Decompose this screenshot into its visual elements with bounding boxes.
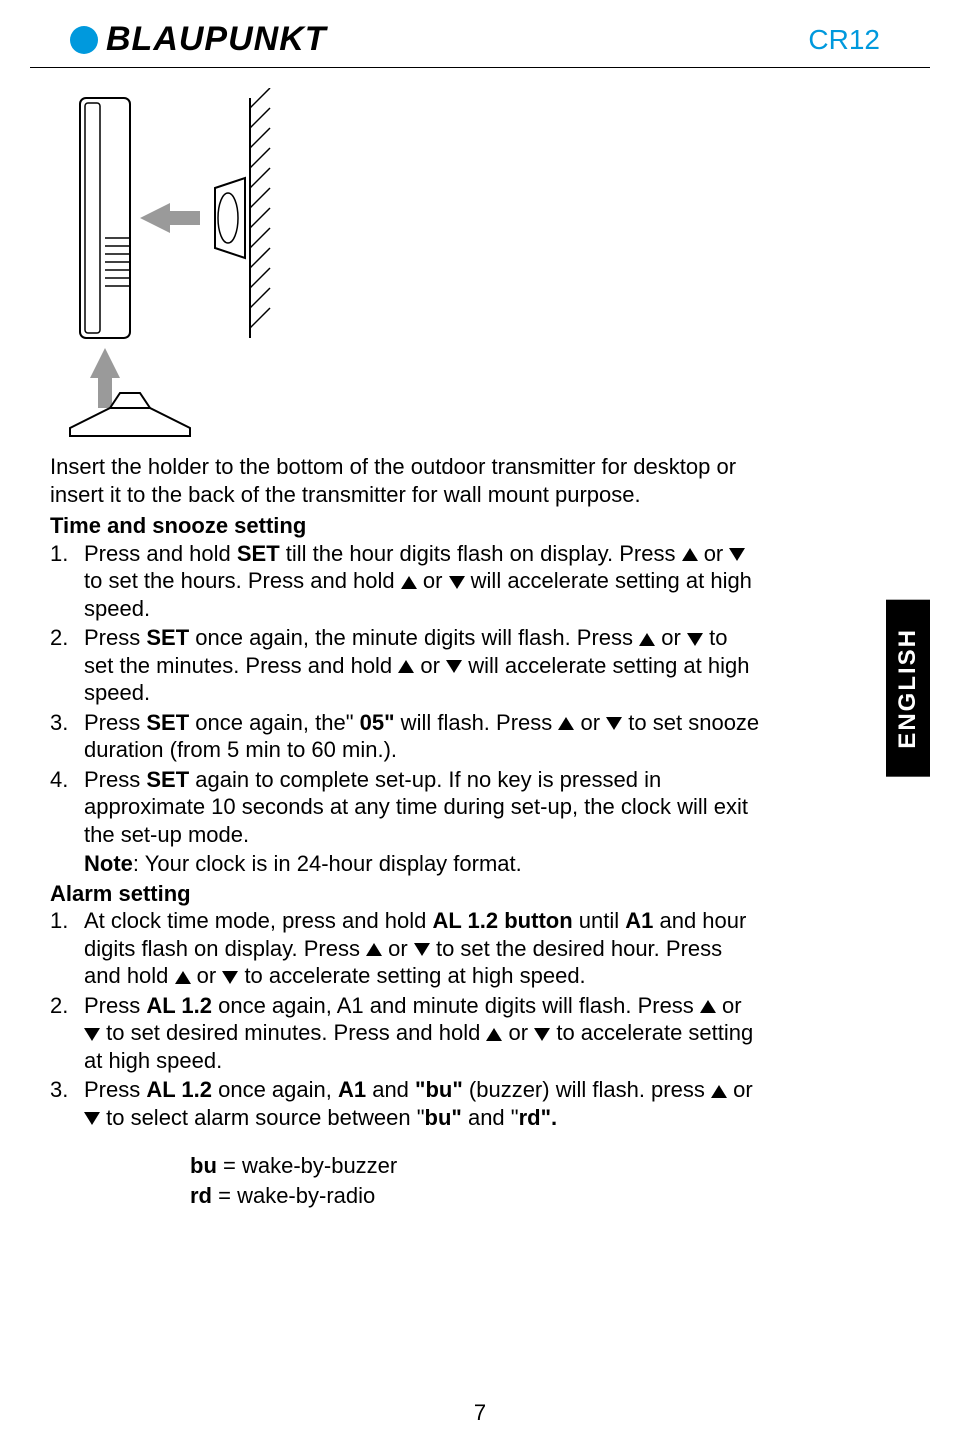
blue-dot-icon (70, 26, 98, 54)
up-arrow-icon (558, 717, 574, 730)
up-arrow-icon (700, 1000, 716, 1013)
content-body: Insert the holder to the bottom of the o… (0, 453, 960, 1210)
language-tab: ENGLISH (886, 600, 930, 777)
up-arrow-icon (639, 633, 655, 646)
legend-block: bu = wake-by-buzzer rd = wake-by-radio (190, 1151, 760, 1210)
alarm-step-3: Press AL 1.2 once again, A1 and "bu" (bu… (50, 1076, 760, 1131)
note-line: Note: Your clock is in 24-hour display f… (50, 850, 760, 878)
time-step-4: Press SET again to complete set-up. If n… (50, 766, 760, 849)
down-arrow-icon (534, 1028, 550, 1041)
time-steps-list: Press and hold SET till the hour digits … (50, 540, 760, 849)
alarm-step-2: Press AL 1.2 once again, A1 and minute d… (50, 992, 760, 1075)
legend-bu: bu = wake-by-buzzer (190, 1151, 760, 1181)
up-arrow-icon (401, 576, 417, 589)
up-arrow-icon (711, 1085, 727, 1098)
down-arrow-icon (84, 1028, 100, 1041)
down-arrow-icon (687, 633, 703, 646)
brand-logo: BLAUPUNKT (70, 20, 327, 59)
time-step-2: Press SET once again, the minute digits … (50, 624, 760, 707)
model-number: CR12 (808, 24, 880, 56)
up-arrow-icon (682, 548, 698, 561)
brand-name: BLAUPUNKT (106, 20, 327, 59)
down-arrow-icon (446, 660, 462, 673)
down-arrow-icon (606, 717, 622, 730)
mounting-diagram (50, 88, 330, 438)
time-step-3: Press SET once again, the" 05" will flas… (50, 709, 760, 764)
down-arrow-icon (414, 943, 430, 956)
alarm-steps-list: At clock time mode, press and hold AL 1.… (50, 907, 760, 1131)
down-arrow-icon (84, 1112, 100, 1125)
section-alarm-title: Alarm setting (50, 880, 760, 908)
page-number: 7 (0, 1400, 960, 1426)
up-arrow-icon (175, 971, 191, 984)
up-arrow-icon (398, 660, 414, 673)
intro-text: Insert the holder to the bottom of the o… (50, 453, 760, 508)
down-arrow-icon (729, 548, 745, 561)
page-header: BLAUPUNKT CR12 (30, 0, 930, 68)
up-arrow-icon (486, 1028, 502, 1041)
down-arrow-icon (222, 971, 238, 984)
time-step-1: Press and hold SET till the hour digits … (50, 540, 760, 623)
up-arrow-icon (366, 943, 382, 956)
down-arrow-icon (449, 576, 465, 589)
legend-rd: rd = wake-by-radio (190, 1181, 760, 1211)
alarm-step-1: At clock time mode, press and hold AL 1.… (50, 907, 760, 990)
section-time-title: Time and snooze setting (50, 512, 760, 540)
